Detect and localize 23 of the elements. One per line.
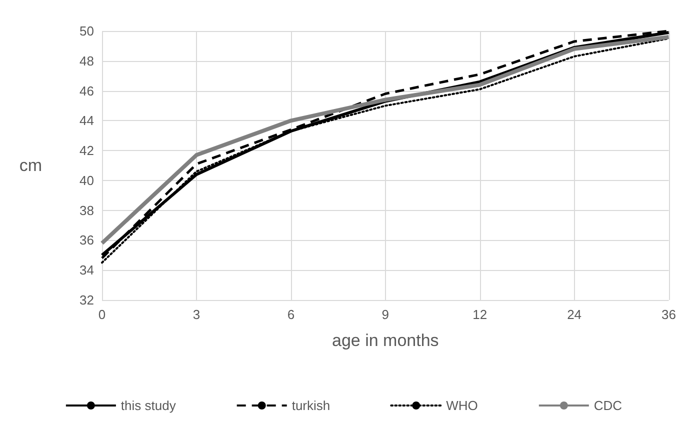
y-tick-label: 50 <box>80 24 94 38</box>
y-tick-label: 36 <box>80 232 94 248</box>
x-tick-label: 12 <box>472 307 488 322</box>
y-tick-label: 46 <box>80 83 94 98</box>
y-tick-label: 32 <box>80 292 94 308</box>
x-tick-label: 36 <box>662 307 676 322</box>
y-tick-label: 42 <box>80 143 94 158</box>
x-tick-label: 3 <box>192 307 200 322</box>
y-tick-label: 34 <box>80 262 94 278</box>
y-tick-label: 38 <box>80 202 94 218</box>
x-tick-label: 0 <box>98 307 106 322</box>
legend-label: turkish <box>292 398 330 413</box>
legend-label: this study <box>120 398 176 413</box>
x-axis-title: age in months <box>332 331 439 350</box>
x-tick-label: 24 <box>567 307 582 322</box>
y-tick-label: 48 <box>80 53 94 68</box>
y-tick-label: 40 <box>80 172 94 188</box>
y-axis-title: cm <box>19 156 42 175</box>
x-tick-label: 6 <box>287 307 295 322</box>
x-tick-label: 9 <box>382 307 389 322</box>
legend-label: CDC <box>594 398 622 413</box>
y-tick-label: 44 <box>80 113 94 128</box>
legend-label: WHO <box>446 398 478 413</box>
